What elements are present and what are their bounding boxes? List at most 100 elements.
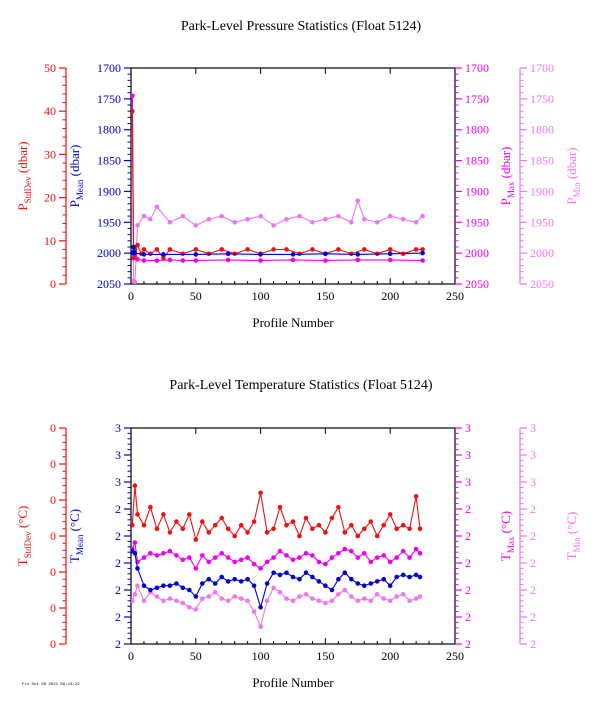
x-tick-label: 150 (316, 289, 334, 303)
data-point (193, 594, 199, 599)
data-point (355, 598, 361, 604)
data-point (141, 522, 147, 528)
data-point (245, 576, 250, 582)
data-point (161, 598, 166, 604)
data-point (323, 583, 328, 588)
y-tick-label: 2050 (530, 277, 554, 291)
data-point (400, 216, 406, 222)
y-tick-label: 0 (50, 277, 56, 291)
x-tick-label: 0 (128, 649, 134, 663)
x-tick-label: 0 (128, 289, 134, 303)
data-point (316, 559, 322, 565)
data-point (258, 490, 263, 496)
data-point (141, 583, 147, 588)
data-point (154, 258, 160, 263)
data-point (141, 252, 147, 257)
data-point (271, 555, 276, 560)
data-point (310, 553, 315, 558)
y-tick-label: 2 (465, 583, 471, 597)
data-point (258, 252, 263, 257)
data-point (420, 247, 425, 252)
y-tick-label: 2 (115, 583, 121, 597)
data-point (355, 252, 361, 257)
data-point (135, 512, 140, 517)
data-point (342, 546, 348, 552)
data-point (374, 220, 380, 225)
data-point (135, 257, 140, 262)
data-point (277, 572, 283, 578)
data-point (251, 519, 257, 524)
data-point (284, 522, 289, 528)
chart-title: Park-Level Temperature Statistics (Float… (169, 378, 432, 393)
y-axis-mean: 1700 1750 1800 1850 1900 1950 2000 2050 PMean (d… (67, 61, 131, 291)
y-tick-label: 3 (465, 475, 471, 489)
data-point (374, 533, 380, 539)
data-point (355, 257, 361, 263)
data-point (193, 247, 199, 252)
y-axis-label-main: P (498, 198, 513, 205)
y-axis-label: PStdDev (dbar) (15, 141, 33, 210)
y-axis-label-sub: Max (506, 536, 516, 553)
data-point (394, 574, 400, 580)
y-axis-mean: 3 3 3 2 2 2 2 2 2 TMean (°C) (67, 421, 131, 651)
data-point (316, 598, 322, 604)
data-point (238, 522, 244, 528)
data-point (225, 251, 231, 257)
data-point (135, 566, 140, 571)
data-point (225, 526, 231, 532)
data-point (131, 255, 136, 261)
y-tick-label: 10 (44, 234, 56, 248)
y-axis-label-unit: (dbar) (67, 145, 82, 180)
data-point (400, 548, 406, 554)
y-tick-label: 30 (44, 147, 56, 161)
data-point (323, 251, 328, 257)
x-tick-label: 250 (446, 289, 464, 303)
data-point (336, 551, 341, 556)
data-point (193, 566, 199, 571)
data-point (323, 600, 328, 606)
y-axis-label-sub: StdDev (23, 176, 33, 204)
data-point (368, 598, 374, 604)
data-point (187, 555, 192, 560)
data-point (206, 594, 212, 599)
data-point (323, 258, 328, 263)
data-point (413, 220, 419, 225)
series-max (131, 540, 423, 571)
data-point (219, 596, 224, 601)
y-tick-label: 2 (465, 502, 471, 516)
y-tick-label: 3 (465, 421, 471, 435)
data-point (135, 223, 140, 228)
y-tick-label: 2 (465, 637, 471, 651)
data-point (154, 594, 160, 599)
data-point (154, 553, 160, 558)
data-point (413, 596, 419, 601)
data-point (245, 530, 250, 535)
data-point (303, 570, 309, 575)
y-tick-label: 1700 (465, 61, 489, 75)
y-axis-max: 3 3 3 2 2 2 2 2 2 TMax (°C) (455, 421, 516, 651)
y-tick-label: 1750 (465, 92, 489, 106)
y-tick-label: 1850 (530, 154, 554, 168)
data-point (329, 555, 335, 560)
data-point (167, 548, 173, 554)
data-point (161, 512, 166, 517)
data-point (407, 574, 412, 580)
data-point (417, 594, 423, 599)
data-point (277, 548, 283, 554)
y-axis-label: PMin (dbar) (564, 147, 582, 204)
data-point (148, 551, 153, 556)
data-point (387, 251, 393, 257)
series-max (131, 93, 425, 263)
data-point (193, 252, 199, 257)
x-tick-label: 200 (381, 649, 399, 663)
data-point (417, 574, 423, 580)
data-point (387, 257, 393, 263)
y-tick-label: 2 (530, 556, 536, 570)
data-point (161, 551, 166, 556)
series-line (131, 584, 421, 629)
data-point (336, 576, 341, 582)
data-point (264, 598, 270, 604)
data-point (193, 607, 199, 612)
data-point (387, 213, 393, 219)
data-point (251, 561, 257, 567)
